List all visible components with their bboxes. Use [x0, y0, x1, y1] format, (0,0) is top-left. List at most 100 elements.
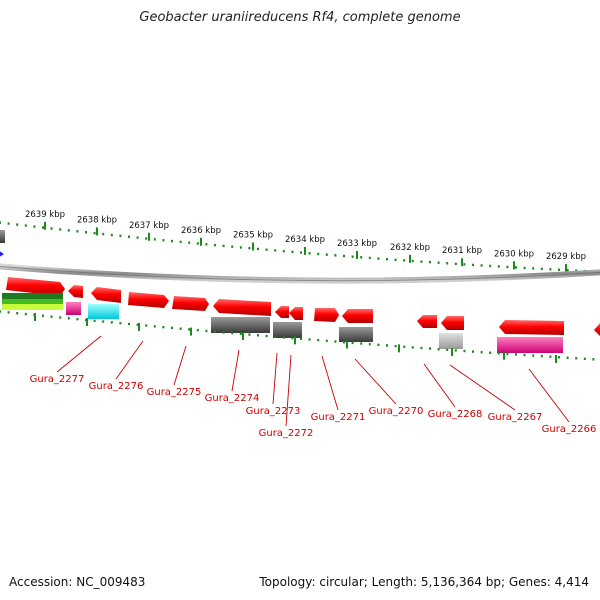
scale-dot — [325, 339, 328, 343]
scale-tick — [555, 355, 557, 364]
scale-dot — [59, 228, 62, 231]
gene-label: Gura_2270 — [369, 406, 424, 417]
scale-dot — [334, 340, 337, 343]
scale-dot — [265, 334, 268, 338]
scale-dot — [489, 264, 492, 268]
feature-block — [2, 299, 63, 304]
gene-label: Gura_2267 — [488, 412, 543, 423]
scale-dot — [308, 338, 311, 341]
scale-dot — [24, 224, 27, 227]
scale-tick — [503, 351, 505, 360]
scale-dot — [136, 323, 139, 326]
scale-tick — [356, 250, 358, 259]
scale-dot — [119, 321, 122, 325]
scale-tick — [565, 264, 567, 273]
scale-dot — [196, 328, 199, 332]
scale-dot — [76, 230, 79, 233]
scale-dot — [360, 342, 363, 345]
scale-dot — [153, 325, 156, 328]
scale-dot — [343, 341, 345, 344]
scale-dot — [145, 237, 148, 240]
gene-feature — [68, 285, 83, 298]
scale-dot — [196, 242, 199, 245]
gene-label: Gura_2276 — [89, 381, 144, 392]
scale-dot — [437, 261, 440, 264]
scale-dot — [472, 350, 474, 353]
inner-scale-track — [0, 310, 595, 364]
scale-dot — [153, 238, 156, 241]
scale-dot — [411, 259, 414, 263]
gene-feature — [6, 277, 65, 296]
scale-dot — [0, 310, 1, 313]
scale-tick — [86, 318, 88, 327]
gene-label: Gura_2275 — [147, 387, 202, 398]
gene-feature — [128, 292, 169, 308]
scale-dot — [523, 266, 526, 270]
scale-dot — [558, 356, 560, 359]
scale-dot — [575, 269, 578, 272]
gene-callout-line — [272, 352, 278, 405]
scale-dot — [145, 324, 148, 327]
gene-feature — [314, 308, 339, 322]
scale-dot — [540, 267, 543, 271]
scale-dot — [205, 243, 208, 246]
scale-dot — [454, 349, 457, 352]
scale-dot — [110, 233, 113, 237]
scale-dot — [42, 226, 44, 229]
gene-callout-line — [528, 368, 570, 423]
feature-block — [497, 337, 563, 353]
gene-callout-line — [173, 345, 187, 386]
scale-dot — [575, 357, 578, 360]
scale-dot — [222, 244, 225, 248]
scale-dot — [85, 231, 87, 234]
scale-dot — [0, 221, 1, 224]
feature-block — [2, 293, 63, 299]
gene-callout-line — [115, 340, 144, 380]
gene-label: Gura_2266 — [542, 424, 597, 435]
scale-dot — [7, 222, 10, 225]
scale-label: 2633 kbp — [337, 239, 377, 249]
forward-strand-genes — [6, 277, 600, 336]
feature-block — [211, 317, 270, 333]
scale-dot — [360, 256, 363, 259]
scale-dot — [377, 343, 380, 347]
scale-dot — [506, 352, 509, 356]
gene-feature — [213, 299, 271, 316]
scale-dot — [592, 358, 595, 361]
scale-dot — [429, 260, 431, 264]
scale-labels: 2629 kbp 2630 kbp 2631 kbp 2632 kbp 2633 kbp… — [25, 210, 586, 273]
scale-tick — [190, 327, 192, 336]
scale-label: 2632 kbp — [390, 243, 430, 253]
outer-scale-track — [0, 221, 595, 273]
scale-dot — [136, 236, 139, 239]
scale-dot — [394, 258, 397, 261]
scale-dot — [24, 312, 27, 316]
gene-feature — [172, 296, 209, 311]
scale-dot — [257, 247, 259, 251]
scale-tick — [200, 237, 202, 246]
scale-dot — [16, 312, 19, 315]
scale-dot — [239, 246, 242, 249]
scale-dot — [42, 314, 44, 317]
scale-dot — [222, 331, 225, 334]
scale-label: 2629 kbp — [546, 252, 586, 262]
gene-callout-line — [56, 335, 102, 373]
scale-label: 2639 kbp — [25, 210, 65, 220]
scale-dot — [179, 240, 182, 244]
accession-text: Accession: NC_009483 — [9, 575, 146, 589]
scale-dot — [317, 339, 320, 342]
scale-dot — [558, 268, 560, 271]
scale-dot — [489, 351, 492, 354]
gene-label: Gura_2271 — [311, 412, 366, 423]
scale-dot — [446, 262, 449, 265]
scale-dot — [110, 321, 113, 324]
scale-dot — [16, 223, 19, 226]
gene-feature — [499, 320, 564, 335]
scale-dot — [291, 250, 294, 254]
feature-block — [439, 333, 463, 349]
gene-labels: Gura_2266Gura_2267Gura_2268Gura_2270Gura… — [30, 335, 597, 439]
gene-callout-line — [321, 355, 339, 411]
scale-dot — [532, 354, 535, 357]
scale-dot — [549, 268, 552, 271]
feature-block — [339, 327, 373, 342]
